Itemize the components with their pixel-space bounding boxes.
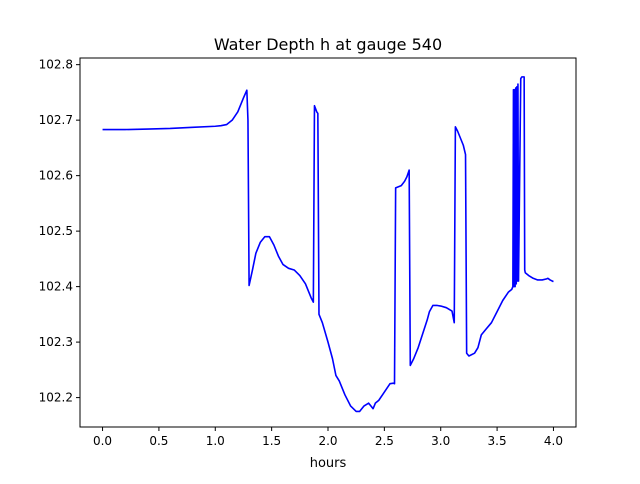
y-tick-label: 102.7	[39, 113, 73, 127]
x-tick-label: 3.5	[488, 434, 507, 448]
y-tick-label: 102.2	[39, 391, 73, 405]
x-tick-label: 2.0	[318, 434, 337, 448]
y-tick-label: 102.5	[39, 224, 73, 238]
plot-area: 0.0 0.5 1.0 1.5 2.0 2.5 3.0 3.5 4.0 102.2 102.3 102…	[39, 57, 577, 448]
y-tick-label: 102.6	[39, 169, 73, 183]
x-tick-label: 0.5	[149, 434, 168, 448]
x-tick-label: 1.5	[262, 434, 281, 448]
x-tick-label: 0.0	[93, 434, 112, 448]
x-tick-label: 4.0	[544, 434, 563, 448]
y-tick-label: 102.8	[39, 58, 73, 72]
chart-title: Water Depth h at gauge 540	[214, 35, 442, 54]
series-line-1	[102, 76, 554, 413]
x-tick-label: 1.0	[206, 434, 225, 448]
x-axis-label: hours	[310, 456, 347, 471]
y-tick-label: 102.4	[39, 280, 73, 294]
x-tick-label: 2.5	[375, 434, 394, 448]
y-tick-label: 102.3	[39, 335, 73, 349]
x-tick-label: 3.0	[431, 434, 450, 448]
